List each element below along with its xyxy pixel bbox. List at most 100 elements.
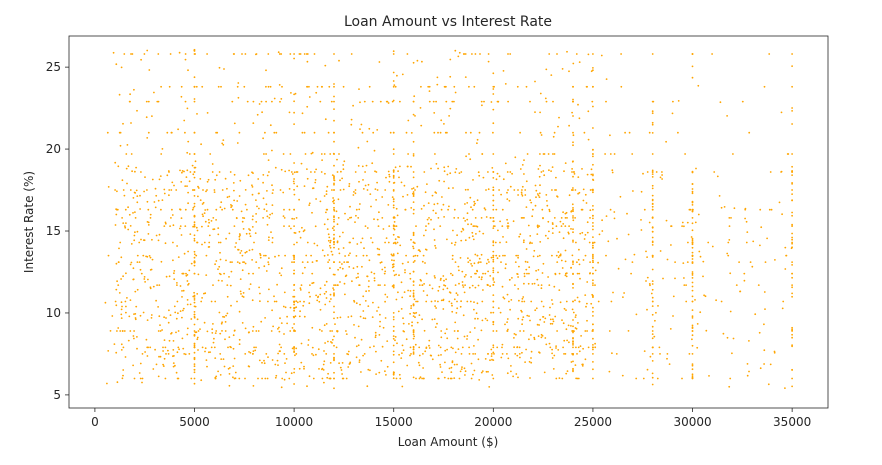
scatter-point	[465, 274, 467, 276]
scatter-point	[746, 363, 749, 365]
scatter-point	[332, 287, 334, 289]
scatter-point	[477, 338, 479, 341]
scatter-point	[238, 310, 241, 313]
x-axis: 0 5000 10000 15000 20000 25000 30000 35000	[91, 408, 811, 429]
scatter-point	[107, 254, 110, 257]
x-axis-label: Loan Amount ($)	[398, 435, 499, 449]
scatter-point	[333, 246, 335, 249]
scatter-point	[326, 376, 329, 379]
scatter-point	[325, 193, 328, 196]
scatter-point	[594, 342, 596, 345]
scatter-point	[442, 308, 445, 310]
scatter-point	[646, 171, 649, 173]
scatter-point	[184, 100, 187, 103]
scatter-point	[177, 346, 180, 349]
scatter-point	[308, 85, 310, 88]
scatter-point	[517, 194, 519, 196]
scatter-point	[659, 176, 662, 179]
scatter-point	[402, 330, 405, 332]
scatter-point	[310, 152, 313, 155]
scatter-point	[592, 353, 594, 355]
scatter-point	[516, 346, 519, 348]
scatter-point	[521, 351, 523, 354]
scatter-point	[691, 377, 694, 380]
scatter-point	[289, 306, 292, 309]
scatter-point	[262, 181, 264, 184]
scatter-point	[169, 314, 172, 316]
scatter-point	[685, 300, 688, 303]
scatter-point	[299, 287, 302, 290]
scatter-point	[496, 100, 499, 103]
scatter-point	[299, 310, 301, 313]
scatter-point	[458, 172, 461, 175]
scatter-point	[379, 320, 381, 323]
scatter-point	[130, 53, 132, 55]
scatter-point	[324, 284, 326, 286]
scatter-point	[651, 330, 654, 332]
scatter-point	[691, 271, 694, 273]
scatter-point	[349, 241, 351, 244]
scatter-point	[236, 300, 238, 303]
scatter-point	[274, 255, 276, 258]
scatter-point	[670, 225, 672, 228]
scatter-point	[359, 128, 361, 131]
scatter-point	[104, 301, 107, 304]
scatter-point	[504, 323, 506, 326]
scatter-point	[419, 376, 422, 379]
scatter-point	[239, 252, 242, 254]
scatter-point	[476, 302, 479, 305]
scatter-point	[174, 311, 177, 314]
scatter-point	[691, 258, 694, 260]
scatter-point	[298, 315, 301, 318]
scatter-point	[426, 183, 428, 186]
scatter-point	[161, 329, 164, 331]
scatter-point	[492, 204, 495, 207]
scatter-point	[627, 330, 630, 332]
scatter-point	[362, 254, 365, 257]
scatter-point	[213, 189, 216, 191]
scatter-point	[183, 353, 186, 355]
scatter-point	[412, 303, 415, 305]
scatter-point	[410, 165, 412, 168]
scatter-point	[592, 361, 594, 363]
scatter-point	[592, 163, 594, 166]
scatter-point	[384, 317, 387, 319]
scatter-point	[478, 379, 481, 381]
scatter-point	[286, 322, 288, 325]
scatter-point	[271, 359, 274, 361]
scatter-point	[244, 251, 247, 254]
scatter-point	[278, 84, 281, 86]
scatter-point	[294, 92, 297, 95]
scatter-point	[333, 53, 335, 55]
scatter-point	[507, 189, 509, 191]
scatter-point	[405, 254, 407, 257]
scatter-point	[289, 53, 292, 55]
scatter-point	[159, 355, 162, 358]
scatter-point	[604, 153, 606, 155]
scatter-point	[303, 185, 306, 188]
scatter-point	[259, 292, 261, 295]
scatter-point	[392, 316, 395, 318]
scatter-point	[281, 85, 283, 88]
scatter-point	[572, 207, 574, 209]
scatter-point	[328, 300, 331, 303]
scatter-point	[193, 98, 196, 100]
scatter-point	[325, 323, 328, 325]
scatter-point	[424, 350, 427, 353]
scatter-point	[318, 368, 320, 370]
scatter-point	[292, 180, 295, 183]
scatter-point	[230, 346, 232, 349]
scatter-point	[666, 258, 669, 261]
scatter-point	[280, 274, 283, 277]
scatter-point	[446, 287, 449, 290]
scatter-point	[228, 195, 231, 198]
scatter-point	[293, 111, 295, 114]
scatter-point	[476, 199, 479, 202]
scatter-point	[449, 75, 452, 78]
scatter-point	[671, 112, 674, 115]
scatter-point	[303, 131, 306, 134]
scatter-point	[552, 318, 554, 321]
scatter-point	[401, 385, 404, 388]
scatter-point	[565, 372, 568, 375]
scatter-point	[367, 285, 370, 288]
